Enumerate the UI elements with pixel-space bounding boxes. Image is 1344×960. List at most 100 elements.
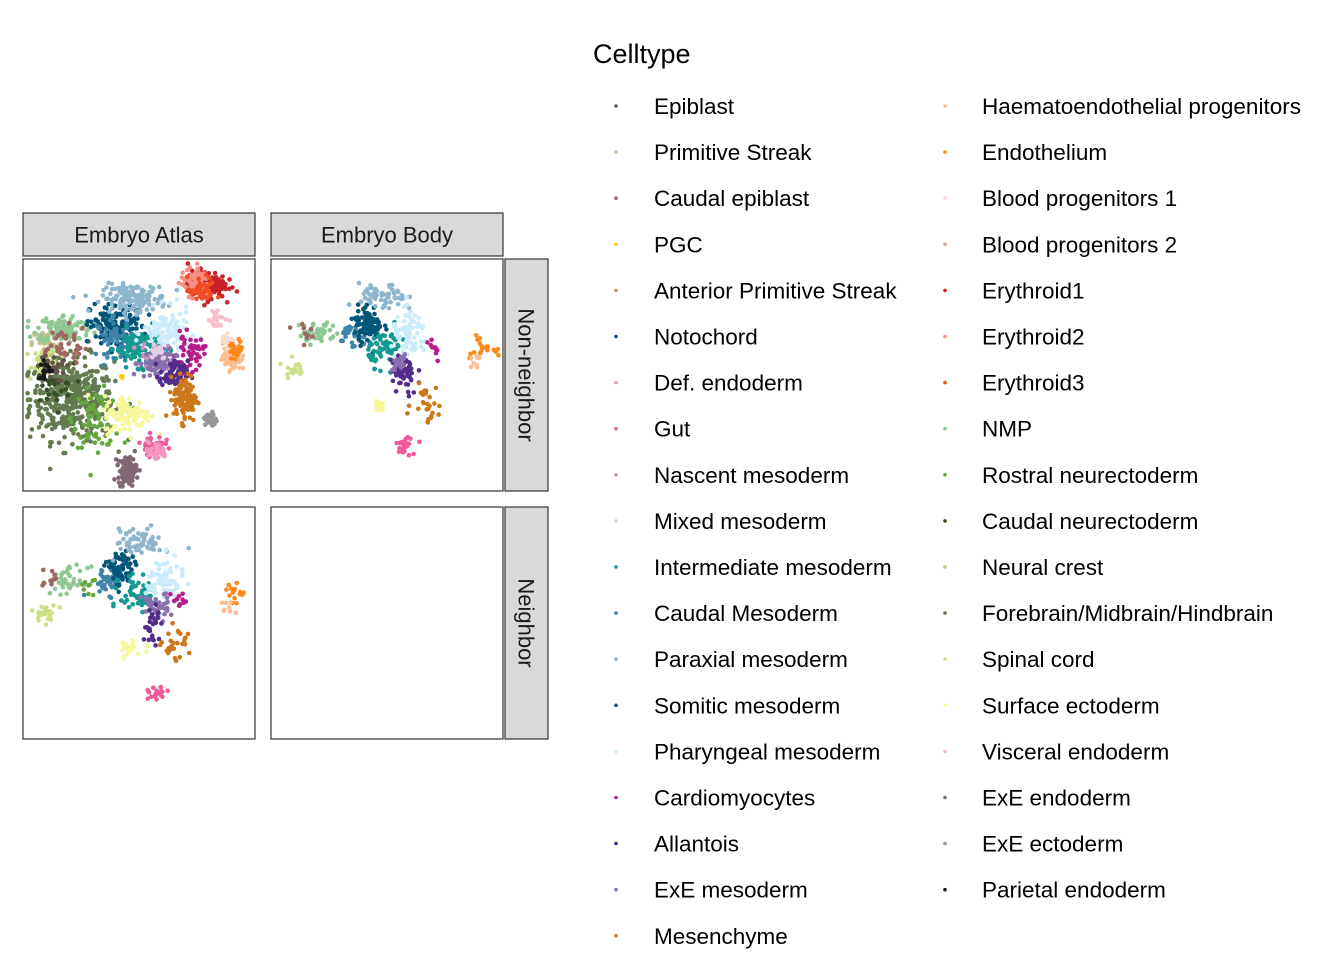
scatter-point [227,367,233,373]
scatter-point [104,285,109,290]
scatter-point [109,297,115,303]
scatter-point [75,583,80,588]
scatter-point [364,302,370,308]
scatter-point [86,419,92,425]
scatter-point [114,431,119,436]
legend-item-exe-mesoderm: ExE mesoderm [614,878,808,903]
scatter-point [56,440,62,446]
scatter-point [36,610,41,615]
scatter-point [394,357,400,363]
scatter-point [227,605,232,610]
scatter-point [25,397,31,403]
scatter-point [468,356,474,361]
scatter-point [228,356,234,361]
scatter-point [146,637,152,643]
scatter-point [377,345,383,351]
facet-strip-label: Embryo Atlas [74,223,204,248]
scatter-point [406,403,412,409]
scatter-point [168,612,174,618]
scatter-point [239,592,245,598]
scatter-point [49,417,55,422]
scatter-point [130,298,135,303]
scatter-point [358,299,364,304]
scatter-point [382,346,387,351]
scatter-point [97,324,102,330]
legend-label: Surface ectoderm [982,693,1160,718]
scatter-point [367,327,372,333]
scatter-point [140,531,146,537]
scatter-point [402,352,408,357]
legend-key [614,426,618,431]
scatter-point [109,286,115,292]
scatter-point [140,287,145,293]
scatter-point [182,341,187,346]
scatter-point [359,315,365,320]
scatter-point [471,350,477,355]
scatter-point [234,601,239,606]
cluster-endothelium [467,333,501,361]
scatter-point [133,337,139,343]
scatter-point [429,337,434,343]
scatter-point [411,319,417,325]
scatter-point [168,374,174,380]
scatter-point [219,281,224,287]
scatter-point [136,299,141,304]
scatter-point [60,584,66,590]
scatter-point [107,579,113,584]
scatter-point [91,402,96,408]
scatter-point [418,390,424,396]
scatter-point [108,335,113,341]
scatter-point [161,601,167,607]
scatter-point [402,327,408,332]
scatter-point [136,547,142,553]
scatter-point [152,586,157,592]
scatter-point [149,334,154,339]
scatter-point [76,432,81,437]
scatter-point [237,365,242,371]
scatter-point [47,466,53,472]
scatter-point [35,401,41,407]
scatter-point [185,358,190,364]
legend-label: Blood progenitors 2 [982,232,1177,257]
scatter-point [186,581,191,587]
scatter-point [373,357,379,363]
scatter-point [117,305,123,311]
scatter-point [49,386,54,392]
scatter-point [220,339,226,344]
scatter-point [137,304,143,310]
scatter-point [372,366,377,372]
cluster-pharyngeal-mesoderm [389,294,428,359]
scatter-point [153,590,158,596]
legend-key [943,887,947,892]
scatter-point [149,612,155,617]
scatter-point [137,440,142,446]
scatter-point [412,313,418,318]
scatter-point [134,309,139,314]
scatter-point [102,378,107,384]
scatter-point [49,440,54,445]
scatter-point [228,600,233,605]
scatter-point [378,354,384,359]
scatter-point [60,570,66,575]
legend-key [614,380,618,385]
scatter-point [139,543,144,549]
scatter-point [125,346,130,351]
scatter-point [183,304,189,309]
scatter-point [225,330,230,336]
scatter-point [105,342,111,347]
scatter-point [95,299,101,305]
legend-key [943,196,947,200]
scatter-point [392,295,398,301]
scatter-point [330,335,336,340]
scatter-point [90,592,96,598]
scatter-point [164,560,170,566]
legend-item-cardiomyocytes: Cardiomyocytes [614,786,815,811]
scatter-point [74,404,79,410]
scatter-point [156,323,161,328]
scatter-point [59,330,64,335]
scatter-point [123,365,129,370]
cluster-exe-ectoderm [201,409,219,428]
legend-item-endothelium: Endothelium [943,140,1107,165]
scatter-point [428,342,434,348]
scatter-point [147,302,152,307]
